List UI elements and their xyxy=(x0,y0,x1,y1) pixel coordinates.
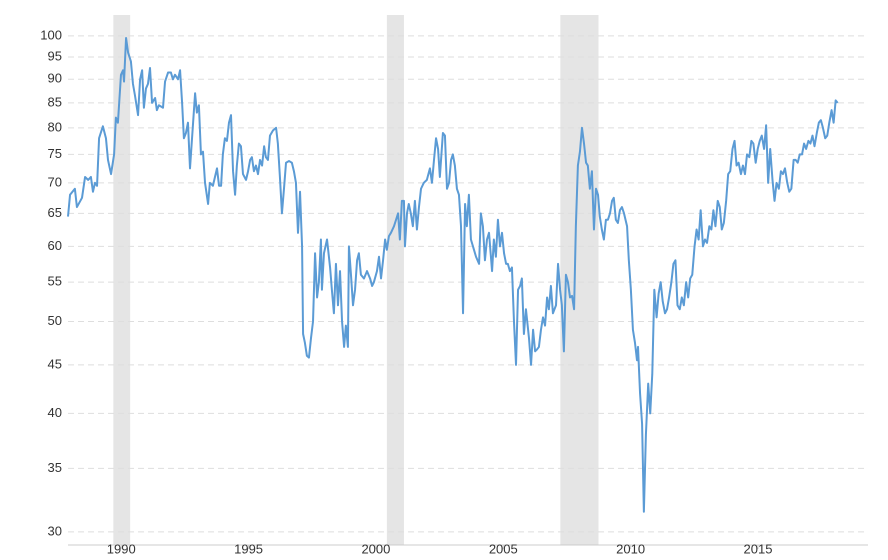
y-tick-label: 90 xyxy=(48,71,62,86)
y-tick-label: 70 xyxy=(48,174,62,189)
y-tick-label: 75 xyxy=(48,146,62,161)
y-tick-label: 40 xyxy=(48,405,62,420)
x-tick-label: 2015 xyxy=(744,541,773,556)
y-tick-label: 45 xyxy=(48,356,62,371)
x-tick-label: 1995 xyxy=(234,541,263,556)
recession-band xyxy=(113,15,131,545)
y-tick-label: 85 xyxy=(48,94,62,109)
y-tick-label: 95 xyxy=(48,48,62,63)
y-tick-label: 100 xyxy=(40,27,62,42)
y-tick-label: 80 xyxy=(48,119,62,134)
y-tick-label: 65 xyxy=(48,205,62,220)
x-tick-label: 2010 xyxy=(616,541,645,556)
x-tick-label: 2005 xyxy=(489,541,518,556)
data-line xyxy=(67,36,839,513)
x-tick-label: 2000 xyxy=(361,541,390,556)
y-tick-label: 55 xyxy=(48,274,62,289)
recession-band xyxy=(386,15,404,545)
y-tick-label: 35 xyxy=(48,460,62,475)
y-tick-label: 30 xyxy=(48,523,62,538)
y-tick-label: 60 xyxy=(48,238,62,253)
y-tick-label: 50 xyxy=(48,313,62,328)
x-tick-label: 1990 xyxy=(107,541,136,556)
